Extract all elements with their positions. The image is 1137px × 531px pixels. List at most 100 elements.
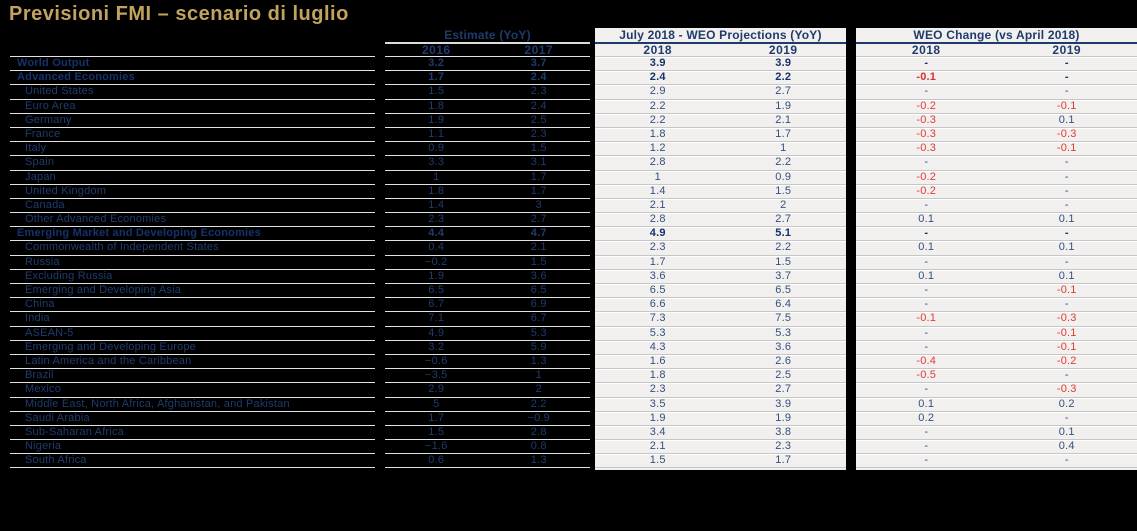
gap xyxy=(375,240,385,254)
chg-2019-cell: - xyxy=(1064,369,1069,382)
gap xyxy=(375,340,385,354)
gap xyxy=(846,184,856,198)
change-cells: -- xyxy=(856,155,1137,169)
gap xyxy=(846,155,856,169)
chg-2019-cell: - xyxy=(1064,57,1069,69)
proj-2018-cell: 2.2 xyxy=(649,99,666,112)
row-label: India xyxy=(25,312,50,325)
estimate-cells: 2.9 2 xyxy=(385,382,590,396)
left-spacer xyxy=(0,397,10,411)
proj-2018-cell: 5.3 xyxy=(649,326,666,339)
table-row: Saudi Arabia 1.7 −0.9 1.9 1.9 0.2 - xyxy=(0,410,1137,425)
table-row: South Africa 0.6 1.3 1.5 1.7- - xyxy=(0,453,1137,467)
proj-2018-cell: 2.4 xyxy=(649,71,666,84)
row-label-segment: Japan xyxy=(10,169,375,184)
projections-panel xyxy=(595,28,846,470)
chg-2019-cell: 0.1 xyxy=(1058,269,1075,282)
row-label: Excluding Russia xyxy=(25,269,113,282)
table-row: Latin America and the Caribbean −0.6 1.3 1.… xyxy=(0,353,1137,368)
row-label-segment: Mexico xyxy=(10,382,375,396)
change-col-2019: 2019 xyxy=(1052,43,1082,57)
est-2017-cell: 1 xyxy=(535,369,542,382)
row-label: ASEAN-5 xyxy=(25,326,74,339)
chg-2018-cell: - xyxy=(924,340,929,353)
change-cells: -0.3 -0.1 xyxy=(856,141,1137,155)
proj-2019-cell: 1.7 xyxy=(775,454,792,467)
row-label-segment: Middle East, North Africa, Afghanistan, … xyxy=(10,396,375,411)
gap xyxy=(375,127,385,141)
proj-2019-cell: 5.1 xyxy=(775,227,792,240)
projection-cells: 5.3 5.3 xyxy=(595,325,846,340)
proj-2018-cell: 2.3 xyxy=(649,383,666,396)
projection-cells: 3.5 3.9 xyxy=(595,396,846,411)
proj-2018-cell: 4.3 xyxy=(649,340,666,353)
rule xyxy=(856,467,1137,469)
left-spacer xyxy=(0,240,10,254)
est-2016-cell: −3.5 xyxy=(424,369,448,382)
gap xyxy=(846,84,856,98)
gap xyxy=(846,127,856,141)
row-label: Nigeria xyxy=(25,440,62,453)
gap xyxy=(375,354,385,368)
chg-2019-cell: -0.3 xyxy=(1056,127,1077,140)
est-2017-cell: 5.9 xyxy=(530,340,547,353)
change-cells: - -0.3 xyxy=(856,382,1137,396)
change-cells: -0.1 -0.3 xyxy=(856,311,1137,325)
projection-cells: 2.4 2.2 xyxy=(595,70,846,84)
row-label-segment: South Africa xyxy=(10,453,375,467)
proj-2019-cell: 1.5 xyxy=(775,255,792,268)
left-spacer xyxy=(0,113,10,127)
proj-2018-cell: 2.8 xyxy=(649,156,666,169)
projection-cells: 1.8 2.5 xyxy=(595,368,846,382)
estimate-cells: 1.8 2.4 xyxy=(385,98,590,113)
page-title: Previsioni FMI – scenario di luglio xyxy=(9,3,349,25)
chg-2018-cell: -0.3 xyxy=(916,127,937,140)
estimate-cells: 1.5 2.3 xyxy=(385,84,590,98)
gap xyxy=(846,326,856,340)
est-2016-cell: 1.8 xyxy=(428,184,445,197)
estimate-section-header: Estimate (YoY) xyxy=(444,28,531,42)
est-2016-cell: 1.9 xyxy=(428,113,445,126)
projections-year-headers: 2018 2019 xyxy=(595,44,846,56)
left-spacer xyxy=(0,99,10,113)
table-row: United Kingdom 1.8 1.7 1.4 1.5 -0.2 - xyxy=(0,183,1137,198)
est-2016-cell: 4.4 xyxy=(428,227,445,240)
chg-2019-cell: - xyxy=(1064,454,1069,467)
row-label: Sub-Saharan Africa xyxy=(25,425,124,438)
table-row: China 6.7 6.9 6.6 6.4- - xyxy=(0,297,1137,311)
proj-2018-cell: 6.6 xyxy=(649,298,666,311)
change-cells: -- xyxy=(856,254,1137,269)
chg-2019-cell: 0.1 xyxy=(1058,213,1075,226)
proj-2018-cell: 4.9 xyxy=(649,227,666,240)
gap xyxy=(375,70,385,84)
change-cells: - -0.1 xyxy=(856,339,1137,354)
chg-2018-cell: -0.2 xyxy=(916,170,937,183)
row-label: Other Advanced Economies xyxy=(25,213,167,226)
change-cells: 0.1 0.2 xyxy=(856,396,1137,411)
est-2016-cell: 1.7 xyxy=(428,411,445,424)
proj-2019-cell: 3.9 xyxy=(775,57,792,69)
change-cells: -0.3 -0.3 xyxy=(856,126,1137,141)
change-cells: -0.5 - xyxy=(856,368,1137,382)
row-label: Commonwealth of Independent States xyxy=(25,241,219,254)
change-cells: 0.1 0.1 xyxy=(856,212,1137,226)
projection-cells: 4.3 3.6 xyxy=(595,339,846,354)
change-cells: -- xyxy=(856,453,1137,467)
left-spacer xyxy=(0,368,10,382)
est-2016-cell: 3.2 xyxy=(428,57,445,69)
estimate-cells: −1.6 0.8 xyxy=(385,439,590,453)
row-label: Emerging and Developing Europe xyxy=(25,340,197,353)
row-label-segment: Italy xyxy=(10,141,375,155)
chg-2019-cell: 0.4 xyxy=(1058,440,1075,453)
estimate-year-headers: 2016 2017 xyxy=(385,44,590,56)
est-2016-cell: −0.2 xyxy=(424,255,448,268)
chg-2019-cell: 0.2 xyxy=(1058,397,1075,410)
chg-2018-cell: -0.1 xyxy=(916,312,937,325)
est-2016-cell: 3.2 xyxy=(428,340,445,353)
row-label: Advanced Economies xyxy=(17,71,135,84)
proj-2018-cell: 1.2 xyxy=(649,142,666,155)
rule xyxy=(595,467,846,469)
left-spacer xyxy=(0,212,10,226)
projection-cells: 6.6 6.4 xyxy=(595,297,846,311)
left-spacer xyxy=(0,269,10,283)
